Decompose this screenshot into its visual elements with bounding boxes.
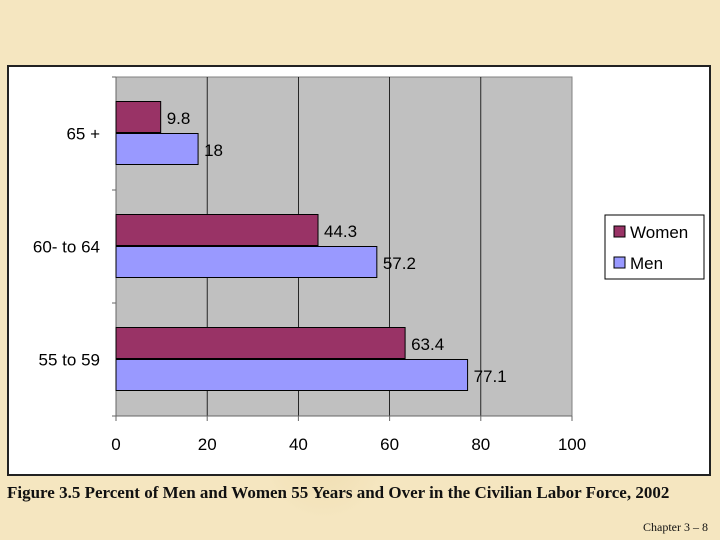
data-label: 9.8 (167, 109, 191, 128)
legend-label: Women (630, 223, 688, 242)
data-label: 18 (204, 141, 223, 160)
data-label: 57.2 (383, 254, 416, 273)
bar-men (115, 246, 378, 278)
x-tick-label: 20 (198, 435, 217, 454)
data-label: 44.3 (324, 222, 357, 241)
legend-label: Men (630, 254, 663, 273)
bar-women (115, 101, 162, 133)
bar-women (115, 327, 406, 359)
bar-men (115, 359, 469, 391)
slide-number: Chapter 3 – 8 (643, 520, 708, 534)
x-tick-label: 100 (558, 435, 586, 454)
figure-caption: Figure 3.5 Percent of Men and Women 55 Y… (7, 483, 670, 502)
x-tick-label: 0 (111, 435, 120, 454)
x-tick-label: 40 (289, 435, 308, 454)
data-label: 63.4 (411, 335, 444, 354)
x-tick-label: 60 (380, 435, 399, 454)
y-tick-label: 60- to 64 (33, 238, 100, 257)
legend-swatch (613, 225, 626, 238)
legend-swatch (613, 256, 626, 269)
y-tick-label: 65 + (66, 125, 100, 144)
data-label: 77.1 (474, 367, 507, 386)
bar-women (115, 214, 319, 246)
bar-men (115, 133, 199, 165)
y-tick-label: 55 to 59 (39, 351, 100, 370)
x-tick-label: 80 (471, 435, 490, 454)
